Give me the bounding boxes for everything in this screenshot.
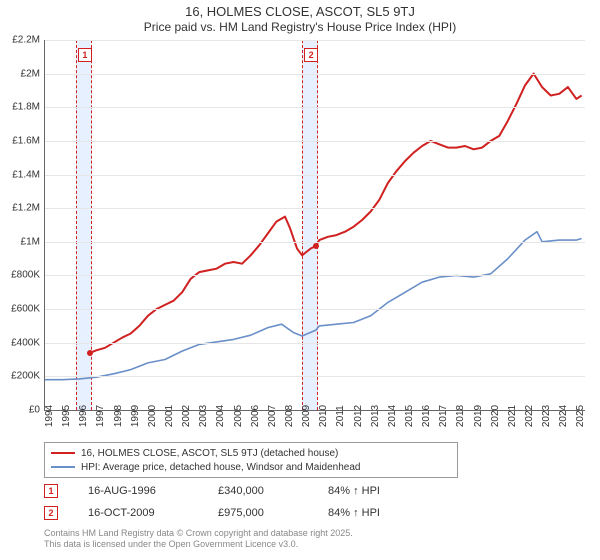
y-axis-label: £1M [21,236,40,247]
legend-label-subject: 16, HOLMES CLOSE, ASCOT, SL5 9TJ (detach… [81,448,338,459]
x-axis-label: 2012 [353,405,364,427]
y-axis-label: £1.2M [12,203,40,214]
x-axis-label: 2013 [370,405,381,427]
legend-label-hpi: HPI: Average price, detached house, Wind… [81,462,360,473]
x-axis-label: 1998 [113,405,124,427]
gridline [45,175,585,176]
series-line-hpi [45,232,582,380]
x-axis-label: 2014 [387,405,398,427]
y-axis-label: £600K [11,304,40,315]
sale-records: 1 16-AUG-1996 £340,000 84% ↑ HPI 2 16-OC… [44,480,428,524]
footer-line2: This data is licensed under the Open Gov… [44,539,353,550]
x-axis-label: 1995 [61,405,72,427]
sale-hpi-1: 84% ↑ HPI [328,485,428,497]
gridline [45,141,585,142]
sale-marker-1: 1 [44,484,58,498]
y-axis-label: £1.4M [12,169,40,180]
x-axis-label: 2023 [541,405,552,427]
x-axis-label: 2022 [524,405,535,427]
x-axis-label: 2006 [250,405,261,427]
x-axis-label: 2019 [473,405,484,427]
legend: 16, HOLMES CLOSE, ASCOT, SL5 9TJ (detach… [44,442,458,478]
x-axis-label: 2011 [335,405,346,427]
gridline [45,40,585,41]
sale-date-1: 16-AUG-1996 [88,485,188,497]
x-axis-label: 1994 [44,405,55,427]
x-axis-label: 2004 [215,405,226,427]
x-axis-label: 2007 [267,405,278,427]
chart-title: 16, HOLMES CLOSE, ASCOT, SL5 9TJ [0,4,600,19]
x-axis-label: 2000 [147,405,158,427]
gridline [45,275,585,276]
x-axis-label: 1999 [130,405,141,427]
y-axis-label: £2.2M [12,35,40,46]
gridline [45,208,585,209]
x-axis-label: 2009 [301,405,312,427]
x-axis-label: 1996 [78,405,89,427]
sale-price-2: £975,000 [218,507,298,519]
sale-row-2: 2 16-OCT-2009 £975,000 84% ↑ HPI [44,502,428,524]
legend-item-hpi: HPI: Average price, detached house, Wind… [51,460,451,474]
sale-marker-2: 2 [44,506,58,520]
y-axis-label: £1.6M [12,135,40,146]
chart-area: 12 £0£200K£400K£600K£800K£1M£1.2M£1.4M£1… [44,40,584,410]
gridline [45,107,585,108]
x-axis-label: 1997 [95,405,106,427]
x-axis-label: 2021 [507,405,518,427]
gridline [45,309,585,310]
x-axis-label: 2024 [558,405,569,427]
x-axis-label: 2016 [421,405,432,427]
x-axis-label: 2008 [284,405,295,427]
x-axis-label: 2015 [404,405,415,427]
sale-price-1: £340,000 [218,485,298,497]
plot-region: 12 [44,40,585,411]
line-series-svg [45,40,585,410]
footer-attribution: Contains HM Land Registry data © Crown c… [44,528,353,551]
chart-subtitle: Price paid vs. HM Land Registry's House … [0,20,600,34]
sale-marker-badge: 1 [78,48,92,62]
x-axis-label: 2020 [490,405,501,427]
y-axis-label: £400K [11,337,40,348]
chart-container: 16, HOLMES CLOSE, ASCOT, SL5 9TJ Price p… [0,0,600,560]
x-axis-label: 2001 [164,405,175,427]
y-axis-label: £200K [11,371,40,382]
series-line-subject [90,74,581,353]
x-axis-label: 2010 [318,405,329,427]
x-axis-label: 2017 [438,405,449,427]
legend-item-subject: 16, HOLMES CLOSE, ASCOT, SL5 9TJ (detach… [51,446,451,460]
y-axis-label: £1.8M [12,102,40,113]
title-block: 16, HOLMES CLOSE, ASCOT, SL5 9TJ Price p… [0,0,600,34]
sale-marker-badge: 2 [304,48,318,62]
x-axis-label: 2018 [455,405,466,427]
gridline [45,74,585,75]
gridline [45,376,585,377]
x-axis-label: 2003 [198,405,209,427]
footer-line1: Contains HM Land Registry data © Crown c… [44,528,353,539]
x-axis-label: 2002 [181,405,192,427]
gridline [45,343,585,344]
y-axis-label: £0 [29,405,40,416]
y-axis-label: £2M [21,68,40,79]
sale-point-dot [87,350,93,356]
y-axis-label: £800K [11,270,40,281]
x-axis-label: 2005 [233,405,244,427]
x-axis-label: 2025 [575,405,586,427]
sale-date-2: 16-OCT-2009 [88,507,188,519]
legend-swatch-subject [51,452,75,454]
sale-row-1: 1 16-AUG-1996 £340,000 84% ↑ HPI [44,480,428,502]
sale-point-dot [313,243,319,249]
sale-hpi-2: 84% ↑ HPI [328,507,428,519]
legend-swatch-hpi [51,466,75,468]
